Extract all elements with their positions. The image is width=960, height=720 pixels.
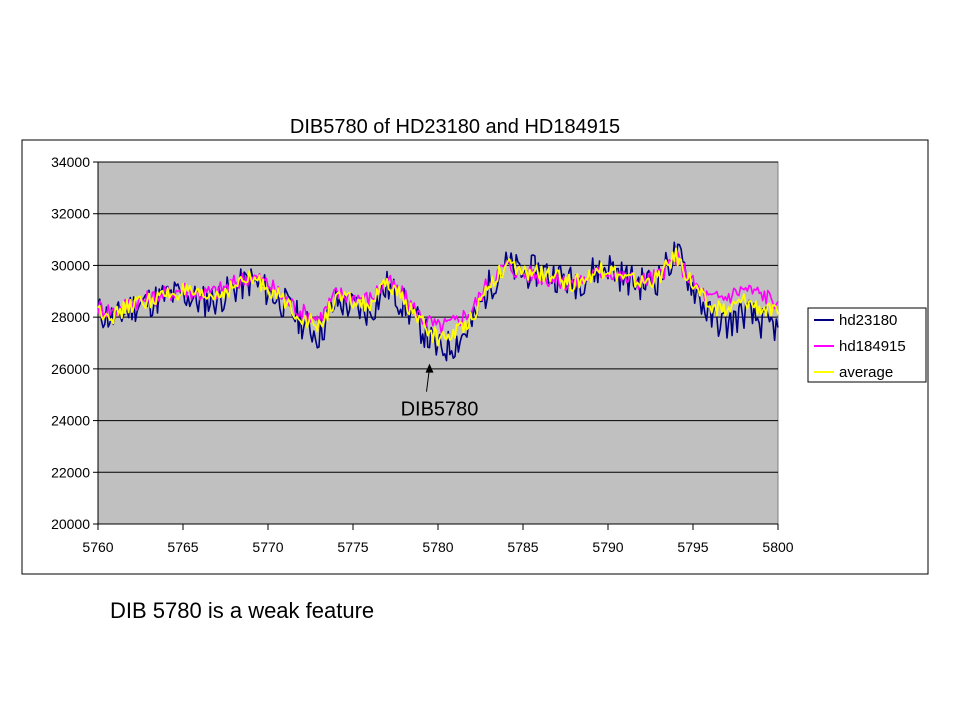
y-tick-label: 32000 (51, 206, 90, 222)
y-tick-label: 34000 (51, 154, 90, 170)
legend-label-hd23180: hd23180 (839, 312, 897, 329)
series-lines (97, 241, 779, 362)
gridlines (98, 161, 778, 473)
y-tick-label: 20000 (51, 516, 90, 532)
legend-label-hd184915: hd184915 (839, 338, 906, 355)
x-tick-label: 5765 (167, 539, 198, 555)
legend-label-average: average (839, 364, 893, 381)
legend: hd23180 hd184915 average (807, 307, 927, 383)
annotation: DIB5780 (401, 363, 479, 421)
x-tick-label: 5800 (762, 539, 793, 555)
slide-caption: DIB 5780 is a weak feature (110, 598, 375, 623)
x-tick-label: 5775 (337, 539, 368, 555)
annotation-arrowhead (425, 363, 434, 373)
y-tick-label: 26000 (51, 361, 90, 377)
x-tick-label: 5780 (422, 539, 453, 555)
x-tick-label: 5785 (507, 539, 538, 555)
series-line-average (97, 247, 779, 347)
annotation-label: DIB5780 (401, 399, 479, 421)
y-tick-label: 30000 (51, 257, 90, 273)
x-tick-label: 5790 (592, 539, 623, 555)
y-tick-label: 24000 (51, 413, 90, 429)
y-tick-label: 22000 (51, 464, 90, 480)
y-axis: 20000 22000 24000 26000 28000 30000 32000 34000 (51, 154, 99, 532)
x-axis: 5760 5765 5770 5775 5780 5785 5790 5795 5800 (82, 523, 794, 555)
chart-title: DIB5780 of HD23180 and HD184915 (290, 116, 620, 138)
x-tick-label: 5795 (677, 539, 708, 555)
y-tick-label: 28000 (51, 309, 90, 325)
x-tick-label: 5760 (82, 539, 113, 555)
series-line-hd184915 (97, 251, 779, 335)
x-tick-label: 5770 (252, 539, 283, 555)
